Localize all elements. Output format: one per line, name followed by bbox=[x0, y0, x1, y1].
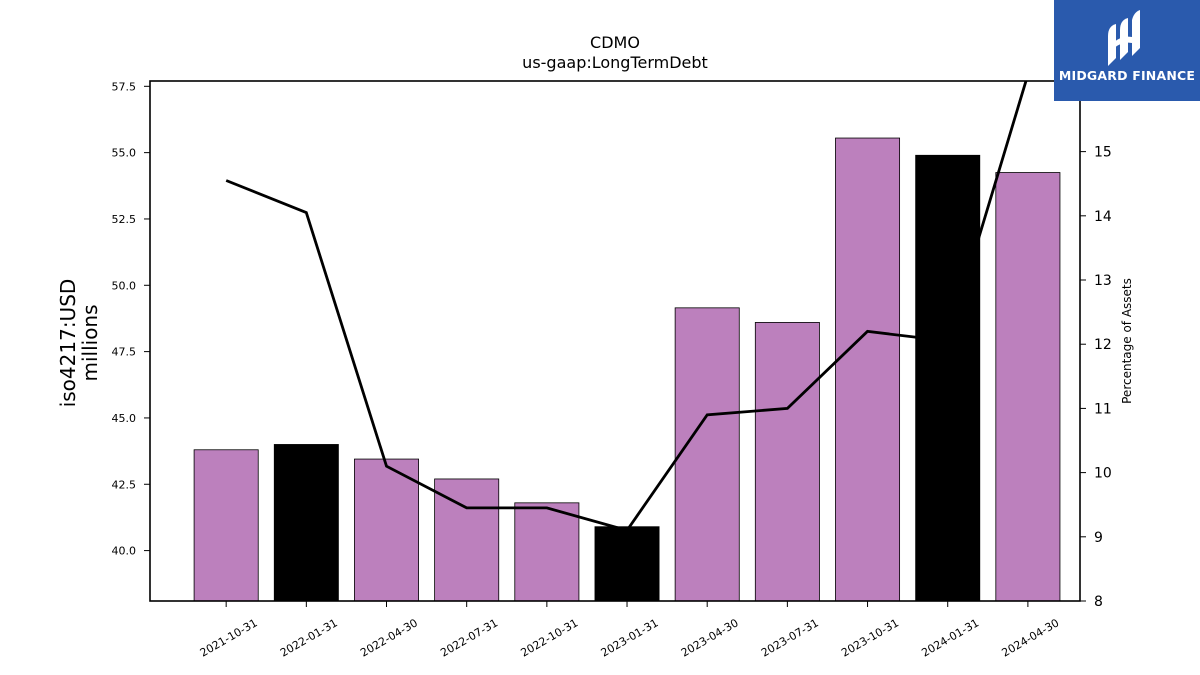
x-tick-label: 2022-10-31 bbox=[518, 616, 580, 659]
bar-2022-01-31 bbox=[273, 444, 339, 602]
y-tick-label: 57.5 bbox=[112, 80, 137, 93]
y-axis-label-line2: millions bbox=[78, 304, 102, 381]
bar-2024-04-30 bbox=[995, 172, 1061, 602]
y2-axis-ticks: 8 9 10 11 12 13 14 15 bbox=[1080, 145, 1112, 610]
y-axis-label-line1: iso4217:USD bbox=[56, 279, 80, 408]
y2-tick-label: 11 bbox=[1094, 401, 1112, 417]
y-tick-label: 50.0 bbox=[112, 279, 137, 292]
x-tick-label: 2023-07-31 bbox=[759, 616, 821, 659]
plot-frame bbox=[149, 80, 1081, 602]
y-tick-label: 45.0 bbox=[112, 412, 137, 425]
y-tick-label: 40.0 bbox=[112, 545, 137, 558]
bar-2024-01-31 bbox=[915, 154, 981, 602]
bar-2022-10-31 bbox=[514, 502, 580, 602]
y-tick-label: 47.5 bbox=[112, 346, 137, 359]
midgard-logo-icon bbox=[1108, 10, 1140, 66]
bar-2023-07-31 bbox=[754, 322, 820, 602]
y2-axis-label: Percentage of Assets bbox=[1120, 278, 1134, 404]
y-axis-ticks: 40.0 42.5 45.0 47.5 50.0 52.5 55.0 57.5 bbox=[112, 80, 150, 558]
bar-2023-01-31 bbox=[594, 526, 660, 602]
x-tick-label: 2023-04-30 bbox=[679, 616, 741, 659]
x-tick-label: 2024-01-31 bbox=[919, 616, 981, 659]
x-tick-label: 2023-10-31 bbox=[839, 616, 901, 659]
bar-2022-07-31 bbox=[434, 478, 500, 602]
series-line-percentage-of-assets bbox=[225, 81, 1028, 533]
chart-subtitle: us-gaap:LongTermDebt bbox=[522, 53, 708, 72]
brand-logo: MIDGARD FINANCE bbox=[1054, 0, 1200, 101]
x-tick-label: 2024-04-30 bbox=[1000, 616, 1062, 659]
y2-tick-label: 12 bbox=[1094, 337, 1112, 353]
y2-tick-label: 13 bbox=[1094, 273, 1112, 289]
y2-tick-label: 10 bbox=[1094, 466, 1112, 482]
x-tick-label: 2023-01-31 bbox=[599, 616, 661, 659]
y2-tick-label: 15 bbox=[1094, 145, 1112, 161]
chart-title: CDMO bbox=[590, 33, 640, 52]
bar-2022-04-30 bbox=[354, 458, 419, 602]
x-tick-label: 2021-10-31 bbox=[198, 616, 260, 659]
brand-name: MIDGARD FINANCE bbox=[1058, 68, 1196, 83]
x-tick-label: 2022-07-31 bbox=[438, 616, 500, 659]
bar-2021-10-31 bbox=[193, 449, 259, 602]
y2-tick-label: 8 bbox=[1094, 594, 1103, 610]
bar-2023-10-31 bbox=[835, 137, 901, 602]
x-tick-label: 2022-01-31 bbox=[278, 616, 340, 659]
bars-group bbox=[193, 137, 1061, 602]
x-axis-ticks: 2021-10-31 2022-01-31 2022-04-30 2022-07-31… bbox=[198, 601, 1062, 660]
y2-tick-label: 9 bbox=[1094, 530, 1103, 546]
y-tick-label: 42.5 bbox=[112, 478, 137, 491]
y-tick-label: 52.5 bbox=[112, 213, 137, 226]
line-group bbox=[225, 81, 1028, 533]
bar-2023-04-30 bbox=[674, 307, 740, 602]
x-tick-label: 2022-04-30 bbox=[358, 616, 420, 659]
y2-tick-label: 14 bbox=[1094, 209, 1112, 225]
y-tick-label: 55.0 bbox=[112, 147, 137, 160]
